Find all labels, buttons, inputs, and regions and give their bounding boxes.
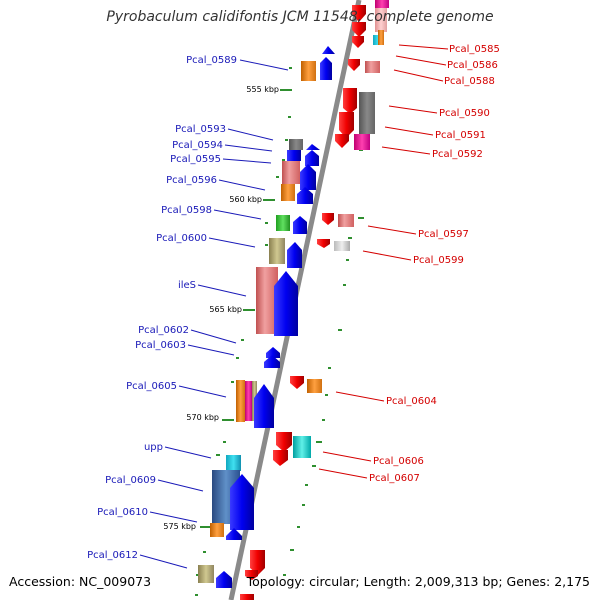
- gene-arrow[interactable]: [352, 5, 366, 22]
- reverse-leader-lines: [318, 44, 449, 479]
- gene-label-pcal-0593[interactable]: Pcal_0593: [175, 124, 226, 135]
- kbp-label-560: 560 kbp: [229, 195, 262, 204]
- gene-label-pcal-0591[interactable]: Pcal_0591: [435, 130, 486, 141]
- kbp-label-575: 575 kbp: [163, 522, 196, 531]
- gene-block[interactable]: [334, 241, 350, 251]
- gene-arrow[interactable]: [322, 46, 335, 54]
- gene-arrow[interactable]: [245, 570, 258, 580]
- gene-arrow[interactable]: [352, 36, 364, 48]
- accession-text: Accession: NC_009073: [9, 574, 152, 589]
- gene-label-pcal-0612[interactable]: Pcal_0612: [87, 550, 138, 561]
- reverse-gene-labels: Pcal_0585 Pcal_0586 Pcal_0588 Pcal_0590 …: [369, 44, 500, 484]
- gene-arrow[interactable]: [317, 239, 330, 248]
- kbp-label-570: 570 kbp: [186, 413, 219, 422]
- gene-arrow[interactable]: [343, 88, 357, 114]
- gene-block[interactable]: [359, 92, 375, 134]
- gene-arrow[interactable]: [250, 550, 265, 575]
- gene-label-pcal-0610[interactable]: Pcal_0610: [97, 507, 148, 518]
- gene-arrow[interactable]: [306, 144, 320, 150]
- gene-block[interactable]: [281, 184, 295, 201]
- kbp-label-555: 555 kbp: [246, 85, 279, 94]
- gene-label-pcal-0589[interactable]: Pcal_0589: [186, 55, 237, 66]
- gene-label-pcal-0600[interactable]: Pcal_0600: [156, 233, 207, 244]
- gene-block[interactable]: [236, 380, 245, 422]
- gene-arrow[interactable]: [352, 22, 366, 37]
- gene-label-pcal-0585[interactable]: Pcal_0585: [449, 44, 500, 55]
- gene-arrow[interactable]: [266, 347, 280, 358]
- gene-label-pcal-0598[interactable]: Pcal_0598: [161, 205, 212, 216]
- gene-block[interactable]: [245, 381, 252, 421]
- genome-summary-text: Topology: circular; Length: 2,009,313 bp…: [246, 574, 590, 589]
- gene-block[interactable]: [198, 565, 214, 583]
- gene-label-pcal-0586[interactable]: Pcal_0586: [447, 60, 498, 71]
- gene-block[interactable]: [289, 139, 303, 150]
- gene-arrow[interactable]: [230, 474, 254, 530]
- gene-label-iles[interactable]: ileS: [178, 280, 196, 291]
- gene-block[interactable]: [375, 0, 389, 8]
- gene-arrow[interactable]: [254, 384, 274, 428]
- forward-gene-labels: Pcal_0589 Pcal_0593 Pcal_0594 Pcal_0595 …: [87, 55, 237, 561]
- gene-arrow[interactable]: [348, 59, 360, 71]
- gene-block[interactable]: [276, 215, 290, 231]
- gene-arrow[interactable]: [339, 112, 354, 138]
- gene-block[interactable]: [210, 523, 224, 537]
- gene-label-pcal-0595[interactable]: Pcal_0595: [170, 154, 221, 165]
- gene-block[interactable]: [256, 267, 278, 334]
- forward-strand-features: [198, 46, 335, 588]
- gene-arrow[interactable]: [293, 216, 307, 234]
- gene-arrow[interactable]: [305, 150, 319, 166]
- gene-arrow[interactable]: [276, 432, 292, 452]
- gene-arrow[interactable]: [264, 355, 280, 368]
- gene-block[interactable]: [282, 161, 300, 184]
- gene-label-pcal-0599[interactable]: Pcal_0599: [413, 255, 464, 266]
- gene-arrow[interactable]: [273, 450, 288, 466]
- gene-label-pcal-0603[interactable]: Pcal_0603: [135, 340, 186, 351]
- gene-arrow[interactable]: [287, 242, 302, 268]
- genome-title: Pyrobaculum calidifontis JCM 11548, comp…: [106, 9, 494, 25]
- gene-arrow[interactable]: [335, 134, 349, 148]
- gene-arrow[interactable]: [226, 528, 242, 540]
- gene-block[interactable]: [226, 455, 241, 471]
- gene-block[interactable]: [338, 214, 354, 227]
- gene-label-pcal-0605[interactable]: Pcal_0605: [126, 381, 177, 392]
- gene-arrow[interactable]: [274, 271, 298, 336]
- gene-label-upp[interactable]: upp: [144, 442, 163, 453]
- gene-label-pcal-0604[interactable]: Pcal_0604: [386, 396, 437, 407]
- gene-block[interactable]: [354, 134, 370, 150]
- forward-leader-lines: [139, 59, 289, 569]
- gene-block[interactable]: [269, 238, 285, 264]
- gene-block[interactable]: [375, 8, 387, 32]
- gene-arrow[interactable]: [300, 164, 316, 190]
- gene-label-pcal-0597[interactable]: Pcal_0597: [418, 229, 469, 240]
- gene-block[interactable]: [287, 150, 301, 161]
- gene-arrow[interactable]: [322, 213, 334, 225]
- gene-arrow[interactable]: [290, 376, 304, 389]
- gene-block[interactable]: [293, 436, 311, 458]
- gene-label-pcal-0588[interactable]: Pcal_0588: [444, 76, 495, 87]
- gene-block[interactable]: [307, 379, 322, 393]
- kbp-ticks: 555 kbp 560 kbp 565 kbp 570 kbp 575 kbp: [163, 85, 292, 531]
- gene-block[interactable]: [240, 594, 254, 600]
- reverse-strand-features: [240, 0, 389, 600]
- gene-arrow[interactable]: [297, 187, 313, 204]
- gene-label-pcal-0596[interactable]: Pcal_0596: [166, 175, 217, 186]
- gene-label-pcal-0609[interactable]: Pcal_0609: [105, 475, 156, 486]
- kbp-label-565: 565 kbp: [209, 305, 242, 314]
- gene-block[interactable]: [378, 30, 384, 45]
- gene-label-pcal-0606[interactable]: Pcal_0606: [373, 456, 424, 467]
- gene-arrow[interactable]: [320, 57, 332, 80]
- gene-label-pcal-0602[interactable]: Pcal_0602: [138, 325, 189, 336]
- gene-block[interactable]: [301, 61, 316, 81]
- gene-label-pcal-0594[interactable]: Pcal_0594: [172, 140, 223, 151]
- gene-label-pcal-0607[interactable]: Pcal_0607: [369, 473, 420, 484]
- gene-label-pcal-0592[interactable]: Pcal_0592: [432, 149, 483, 160]
- gene-block[interactable]: [365, 61, 380, 73]
- gene-label-pcal-0590[interactable]: Pcal_0590: [439, 108, 490, 119]
- gene-arrow[interactable]: [216, 571, 232, 588]
